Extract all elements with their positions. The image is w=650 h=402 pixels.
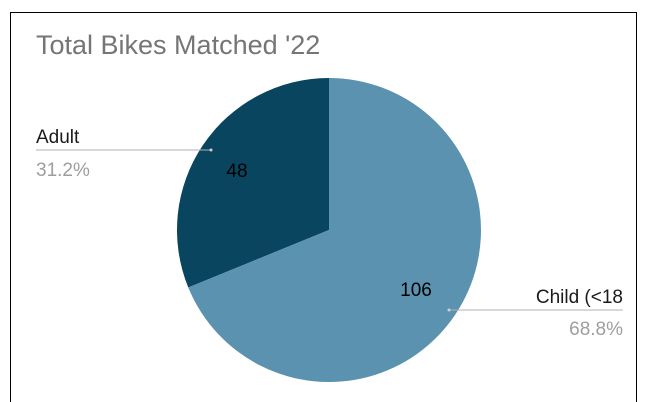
leader-lines [36, 148, 623, 312]
leader-dot-child [447, 308, 451, 312]
slice-value-label-adult: 48 [226, 161, 247, 182]
leader-dot-adult [209, 148, 213, 152]
pie-slice-adult [177, 78, 329, 288]
category-label-child: Child (<18 [536, 287, 623, 308]
pie-slices [177, 78, 482, 382]
pie-slice-child [188, 78, 482, 382]
slice-value-label-child: 106 [400, 280, 432, 301]
category-label-adult: Adult [36, 127, 80, 148]
chart-title: Total Bikes Matched '22 [36, 30, 321, 60]
percent-label-adult: 31.2% [36, 160, 90, 181]
percent-label-child: 68.8% [569, 319, 623, 340]
